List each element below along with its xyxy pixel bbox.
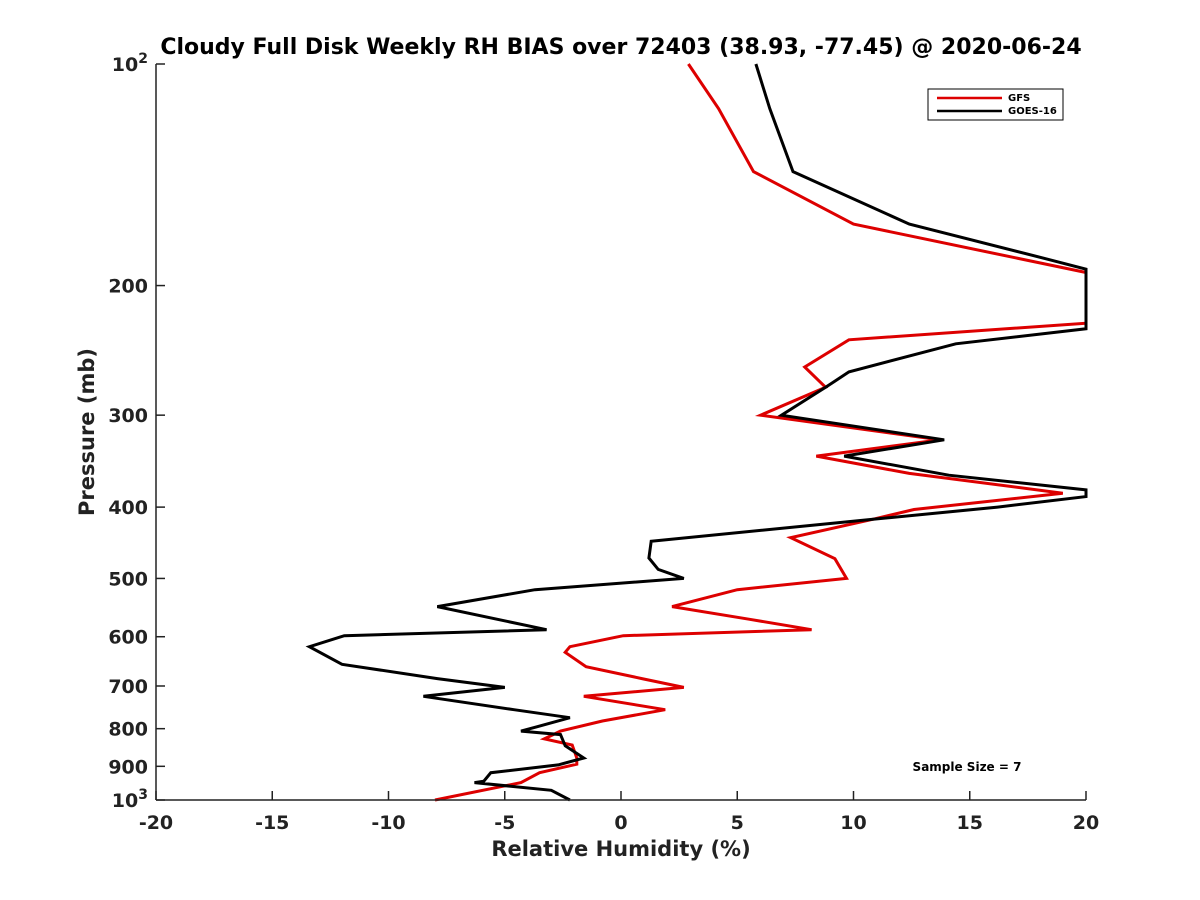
x-tick-label: -20	[139, 812, 173, 834]
sample-size-annotation: Sample Size = 7	[913, 760, 1022, 774]
plot-area	[155, 63, 1088, 802]
y-tick-exponent: 2	[138, 51, 148, 67]
legend-box	[927, 88, 1064, 121]
y-tick-label: 900	[108, 756, 148, 778]
x-tick-label: 20	[1073, 812, 1099, 834]
y-tick-label: 103	[112, 787, 148, 812]
legend-label-gfs: GFS	[1008, 93, 1030, 104]
x-axis-label: Relative Humidity (%)	[491, 837, 750, 861]
series-line-goes16	[305, 63, 1088, 802]
x-tick-label: -10	[371, 812, 405, 834]
x-tick-label: 10	[840, 812, 866, 834]
x-tick-label: -15	[255, 812, 289, 834]
y-tick-label: 102	[112, 51, 148, 76]
y-tick-label: 700	[108, 676, 148, 698]
legend-label-goes16: GOES-16	[1008, 106, 1057, 117]
y-tick-label: 600	[108, 627, 148, 649]
y-tick-label: 200	[108, 276, 148, 298]
y-tick-label: 800	[108, 719, 148, 741]
series-layer	[305, 63, 1088, 802]
legend: GFS GOES-16	[927, 88, 1064, 121]
y-tick-label: 500	[108, 568, 148, 590]
x-tick-label: 15	[957, 812, 983, 834]
series-line-gfs	[434, 63, 1088, 802]
y-tick-label: 400	[108, 497, 148, 519]
x-tick-label: -5	[494, 812, 515, 834]
x-tick-label: 5	[731, 812, 744, 834]
chart-title: Cloudy Full Disk Weekly RH BIAS over 724…	[160, 35, 1081, 60]
y-tick-base: 10	[112, 790, 138, 812]
y-tick-exponent: 3	[138, 787, 148, 803]
y-axis-label: Pressure (mb)	[75, 348, 99, 516]
x-axis-ticks: -20 -15 -10 -5 0 5 10 15 20	[139, 791, 1099, 834]
y-tick-base: 10	[112, 54, 138, 76]
y-tick-label: 300	[108, 405, 148, 427]
x-tick-label: 0	[614, 812, 627, 834]
